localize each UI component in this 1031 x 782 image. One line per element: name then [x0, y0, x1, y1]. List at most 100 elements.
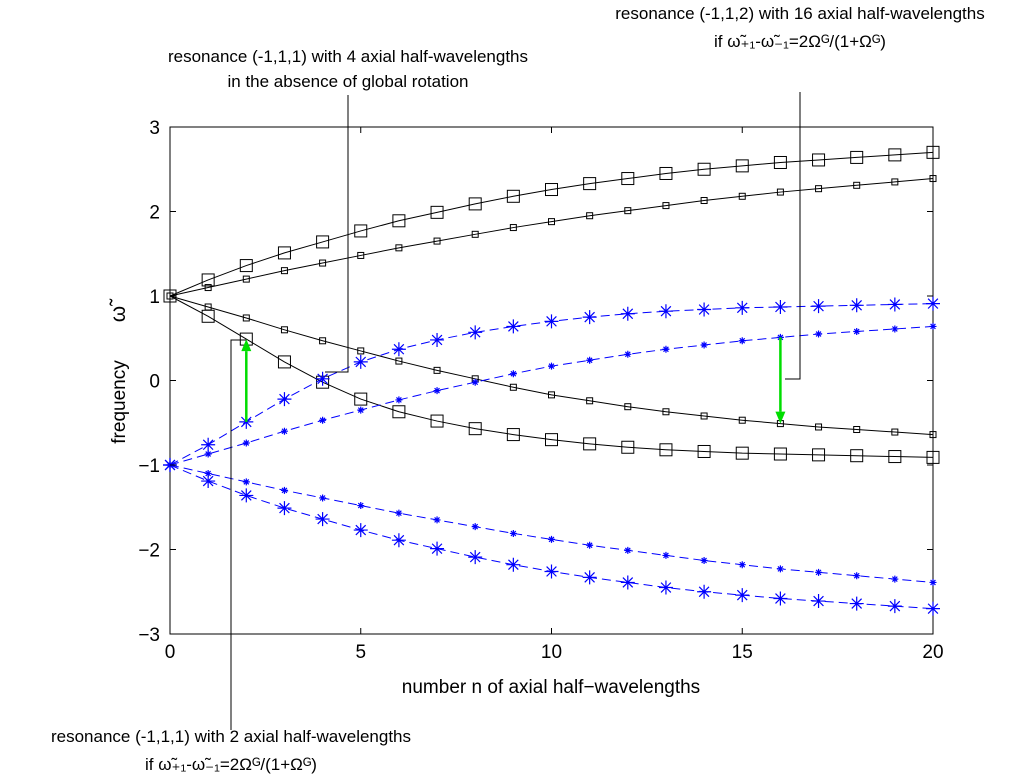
data-point	[468, 197, 482, 211]
data-point	[280, 486, 288, 494]
series-3	[166, 292, 937, 439]
data-point	[280, 427, 288, 435]
data-point	[738, 416, 746, 424]
data-point	[357, 347, 365, 355]
x-tick-label: 20	[922, 642, 943, 663]
data-point	[506, 557, 521, 572]
data-point	[735, 300, 750, 315]
data-point	[697, 302, 712, 317]
data-point	[888, 450, 902, 464]
data-point	[853, 572, 861, 580]
data-point	[662, 408, 670, 416]
data-point	[738, 561, 746, 569]
data-point	[738, 337, 746, 345]
data-point	[776, 188, 784, 196]
data-point	[887, 599, 902, 614]
data-point	[545, 433, 558, 447]
y-axis-label: frequency	[109, 360, 130, 444]
data-point	[773, 447, 787, 461]
y-tick-label: −3	[138, 625, 160, 646]
data-point	[395, 244, 403, 252]
data-point	[277, 501, 292, 516]
data-point	[853, 327, 861, 335]
data-point	[776, 565, 784, 573]
annotation-top-right-line2: if ω̃₊₁-ω̃₋₁=2Ωᴳ/(1+Ωᴳ)	[714, 32, 886, 51]
data-point	[586, 212, 594, 220]
data-point	[433, 237, 441, 245]
data-point	[849, 596, 864, 611]
data-point	[815, 185, 823, 193]
data-point	[239, 488, 254, 503]
data-point	[545, 183, 558, 197]
data-point	[433, 387, 441, 395]
data-point	[773, 299, 788, 314]
data-point	[506, 189, 520, 203]
data-point	[357, 406, 365, 414]
data-point	[430, 414, 444, 428]
data-point	[242, 314, 250, 322]
y-tick-label: 1	[149, 287, 160, 308]
data-point	[891, 575, 899, 583]
data-point	[280, 267, 288, 275]
resonance-arrow-1	[775, 337, 786, 424]
series-layer	[163, 145, 940, 616]
y-tick-label: 0	[149, 372, 160, 393]
data-point	[433, 366, 441, 374]
data-point	[659, 443, 673, 457]
arrow-head	[775, 411, 786, 424]
series-line	[169, 464, 934, 583]
data-point	[548, 391, 555, 399]
data-point	[354, 224, 368, 238]
arrow-layer	[241, 337, 786, 424]
resonance-arrow-0	[241, 339, 252, 422]
x-axis-label: number n of axial half−wavelengths	[402, 677, 700, 698]
data-point	[662, 551, 670, 559]
data-point	[887, 297, 902, 312]
data-point	[201, 474, 216, 489]
data-point	[319, 337, 327, 345]
data-point	[582, 310, 597, 325]
data-point	[621, 172, 635, 186]
data-point	[509, 224, 517, 232]
data-point	[319, 416, 327, 424]
data-point	[204, 450, 212, 458]
data-point	[204, 303, 212, 311]
data-point	[391, 533, 406, 548]
data-point	[548, 218, 555, 226]
data-point	[201, 273, 215, 287]
data-point	[433, 516, 441, 524]
data-point	[471, 230, 479, 238]
data-point	[509, 529, 517, 537]
series-6	[163, 458, 940, 616]
data-point	[735, 588, 750, 603]
tick-layer: 0 5 10 15 20 −3 −2 −1 0 1 2 3	[138, 118, 943, 663]
data-point	[430, 205, 444, 219]
x-tick-label: 0	[165, 642, 176, 663]
data-point	[392, 214, 406, 228]
data-point	[773, 591, 788, 606]
series-line	[169, 178, 934, 297]
data-point	[242, 439, 250, 447]
data-point	[891, 428, 899, 436]
data-point	[277, 392, 292, 407]
data-point	[395, 396, 403, 404]
data-point	[395, 357, 403, 365]
data-point	[773, 155, 787, 169]
data-point	[700, 412, 708, 420]
series-7	[166, 461, 937, 586]
data-point	[659, 166, 673, 180]
data-point	[891, 325, 899, 333]
data-point	[662, 345, 670, 353]
x-tick-label: 15	[732, 642, 753, 663]
series-line	[169, 295, 934, 436]
data-point	[544, 564, 559, 579]
annotation-top-left-line2: in the absence of global rotation	[227, 72, 468, 91]
data-point	[357, 502, 365, 510]
data-point	[738, 192, 746, 200]
data-point	[315, 371, 330, 386]
data-point	[697, 444, 711, 458]
data-point	[354, 392, 368, 406]
annotation-top-left-line1: resonance (-1,1,1) with 4 axial half-wav…	[168, 47, 528, 66]
series-line	[169, 151, 934, 297]
